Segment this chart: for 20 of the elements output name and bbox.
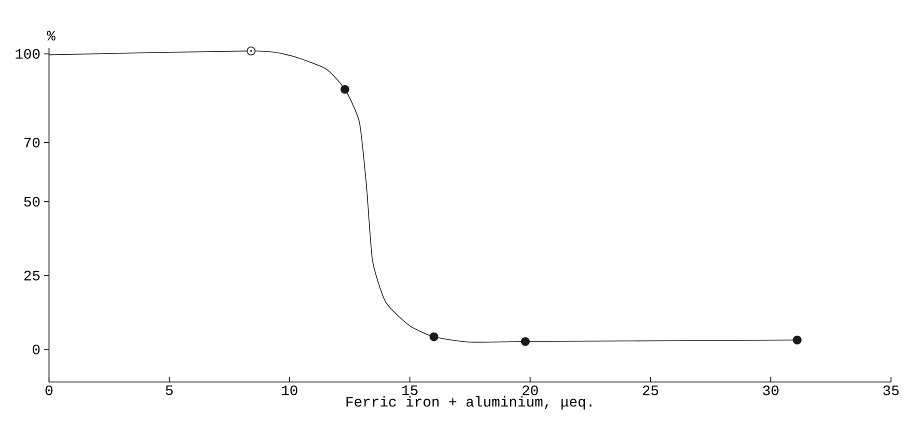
point <box>246 46 256 56</box>
x-tick-label: 5 <box>166 386 173 396</box>
x-tick-label: 25 <box>642 386 658 396</box>
y-tick-label: 0 <box>32 344 40 354</box>
point <box>520 337 530 346</box>
x-axis-title: Ferric iron + aluminium, μeq. <box>346 396 592 410</box>
point <box>340 84 350 94</box>
point <box>792 336 802 344</box>
y-tick-label: 100 <box>16 49 40 59</box>
x-tick-label: 35 <box>883 386 899 396</box>
x-tick-label: 20 <box>522 386 538 396</box>
point <box>429 332 438 342</box>
x-tick-label: 0 <box>46 386 52 396</box>
x-tick-label: 10 <box>282 386 298 396</box>
y-axis-title: % <box>46 30 56 40</box>
x-tick-label: 30 <box>763 386 778 396</box>
y-tick-label: 70 <box>24 138 40 148</box>
x-tick-label: 15 <box>402 386 418 396</box>
y-tick-label: 25 <box>24 270 40 280</box>
y-tick-label: 50 <box>24 196 40 207</box>
